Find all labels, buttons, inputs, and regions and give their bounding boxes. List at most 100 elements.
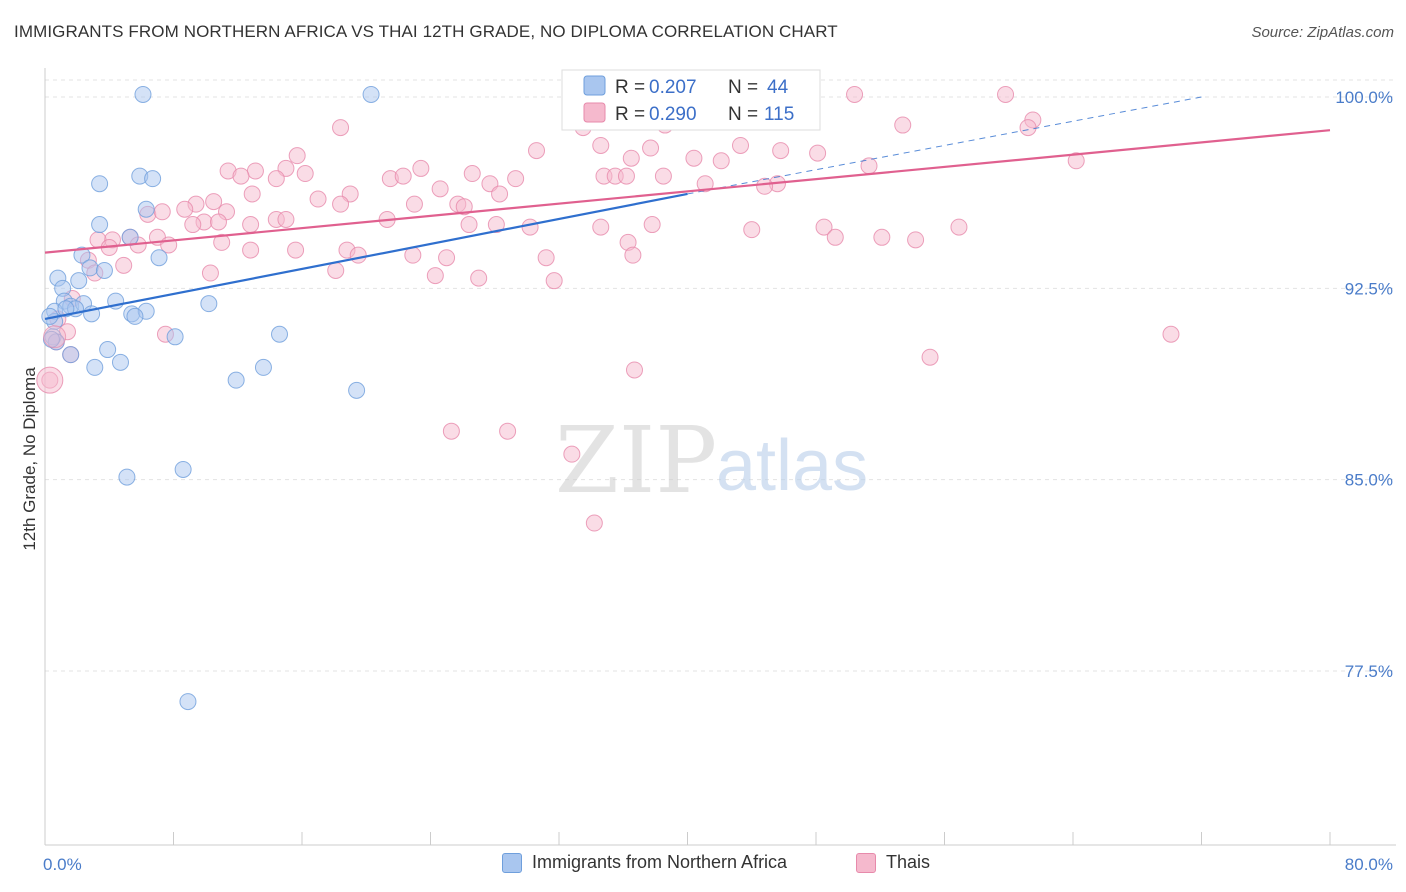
immigrants-point xyxy=(126,307,144,325)
immigrants-point xyxy=(271,325,289,343)
thais-point xyxy=(460,216,478,234)
stats-r-label-blue: R = xyxy=(615,77,645,98)
thais-point xyxy=(950,218,968,236)
thais-point xyxy=(894,116,912,134)
thais-point xyxy=(491,185,509,203)
thais-point xyxy=(267,170,285,188)
thais-point xyxy=(455,198,473,216)
thais-point xyxy=(438,249,456,267)
thais-point xyxy=(537,249,555,267)
legend-item-thais[interactable]: Thais xyxy=(856,852,930,873)
immigrants-point xyxy=(57,300,75,318)
thais-point xyxy=(907,231,925,249)
source-credit: Source: ZipAtlas.com xyxy=(1251,24,1394,41)
legend-swatch-pink xyxy=(856,852,876,873)
immigrants-point xyxy=(179,693,197,711)
chart-legend: Immigrants from Northern Africa Thais xyxy=(0,848,1406,880)
thais-point-large xyxy=(36,366,64,394)
y-axis-label: 12th Grade, No Diploma xyxy=(20,367,39,551)
immigrants-point xyxy=(150,249,168,267)
thais-point xyxy=(349,246,367,264)
immigrants-point xyxy=(111,353,129,371)
stats-n-label-blue: N = xyxy=(728,77,758,98)
watermark-zip: ZIP xyxy=(555,407,717,514)
thais-point xyxy=(487,216,505,234)
thais-point xyxy=(685,149,703,167)
thais-point xyxy=(205,193,223,211)
immigrants-point xyxy=(227,371,245,389)
stats-box: R = 0.207 N = 44 R = 0.290 N = 115 xyxy=(561,69,821,131)
stats-swatch-blue xyxy=(583,75,606,96)
thais-point xyxy=(431,180,449,198)
thais-point xyxy=(772,142,790,160)
thais-point xyxy=(756,177,774,195)
x-tick-label: 80.0% xyxy=(1345,855,1393,874)
immigrants-point xyxy=(91,175,109,193)
immigrants-point xyxy=(70,272,88,290)
thais-point xyxy=(309,190,327,208)
thais-point xyxy=(246,162,264,180)
thais-point xyxy=(153,203,171,221)
stats-r-value-blue: 0.207 xyxy=(649,77,697,98)
thais-point xyxy=(1019,119,1037,137)
thais-point xyxy=(426,267,444,285)
thais-point xyxy=(592,136,610,154)
thais-point xyxy=(176,200,194,218)
stats-n-value-blue: 44 xyxy=(767,77,789,98)
thais-point xyxy=(296,165,314,183)
thais-point xyxy=(712,152,730,170)
thais-point xyxy=(242,241,260,259)
thais-point xyxy=(499,422,517,440)
x-tick-label: 0.0% xyxy=(43,855,82,874)
immigrants-point xyxy=(174,460,192,478)
immigrants-point xyxy=(91,216,109,234)
thais-point xyxy=(997,85,1015,103)
legend-label-immigrants: Immigrants from Northern Africa xyxy=(532,852,788,872)
thais-point xyxy=(288,147,306,165)
immigrants-point xyxy=(362,85,380,103)
y-tick-label: 100.0% xyxy=(1335,88,1393,107)
thais-point xyxy=(624,246,642,264)
immigrants-point xyxy=(144,170,162,188)
thais-point xyxy=(470,269,488,287)
legend-item-immigrants[interactable]: Immigrants from Northern Africa xyxy=(502,852,787,873)
thais-trend-line xyxy=(44,129,1331,254)
immigrants-point xyxy=(254,358,272,376)
thais-point xyxy=(201,264,219,282)
thais-point xyxy=(1162,325,1180,343)
immigrants-point xyxy=(134,85,152,103)
thais-point xyxy=(463,165,481,183)
thais-point xyxy=(563,445,581,463)
watermark: ZIP atlas xyxy=(555,407,868,514)
immigrants-point xyxy=(73,246,91,264)
thais-point xyxy=(528,142,546,160)
stats-n-label-pink: N = xyxy=(728,104,758,125)
thais-point xyxy=(592,218,610,236)
immigrants-point xyxy=(81,259,99,277)
thais-point xyxy=(243,185,261,203)
thais-point xyxy=(232,167,250,185)
thais-point-large xyxy=(43,325,67,349)
immigrants-point xyxy=(348,381,366,399)
thais-point xyxy=(826,228,844,246)
thais-point xyxy=(507,170,525,188)
immigrants-point xyxy=(166,328,184,346)
thais-point xyxy=(696,175,714,193)
thais-point xyxy=(1067,152,1085,170)
thais-point xyxy=(412,159,430,177)
immigrants-point xyxy=(86,358,104,376)
immigrants-point xyxy=(62,346,80,364)
stats-swatch-pink xyxy=(583,102,606,123)
thais-point xyxy=(846,85,864,103)
thais-point xyxy=(743,221,761,239)
stats-n-value-pink: 115 xyxy=(764,104,794,125)
trend-lines xyxy=(44,96,1331,321)
thais-point xyxy=(585,514,603,532)
stats-r-value-pink: 0.290 xyxy=(649,104,697,125)
thais-point xyxy=(327,261,345,279)
thais-point xyxy=(287,241,305,259)
axes xyxy=(44,68,1396,846)
thais-point xyxy=(732,136,750,154)
thais-point xyxy=(643,216,661,234)
